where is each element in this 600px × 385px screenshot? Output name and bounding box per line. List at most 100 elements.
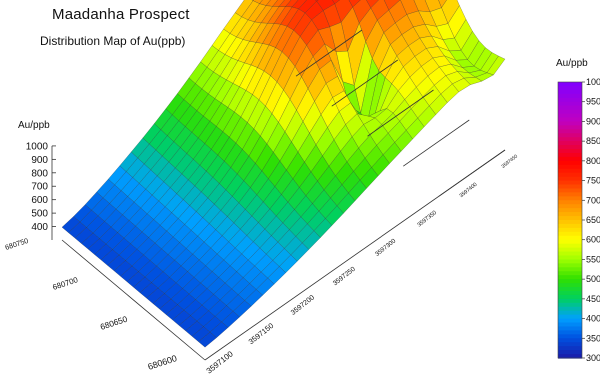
colorbar-swatch [558, 180, 582, 186]
surface-cell [178, 104, 198, 127]
surface-cell [215, 216, 235, 237]
surface-cell [198, 331, 217, 348]
colorbar-swatch [558, 176, 582, 182]
z-tick-label: 1000 [26, 141, 49, 152]
x-tick-label: 3597100 [205, 349, 236, 376]
surface-cell [84, 191, 104, 211]
surface-cell [244, 289, 264, 307]
colorbar-swatch [558, 239, 582, 245]
colorbar-tick-label: 450 [586, 294, 600, 304]
surface-cell [141, 219, 161, 238]
surface-cell [200, 271, 220, 289]
colorbar-swatch [558, 287, 582, 292]
colorbar-tick-label: 650 [586, 215, 600, 225]
surface-cell [193, 265, 213, 284]
surface-cell [171, 99, 191, 122]
colorbar-tick-label: 950 [586, 97, 600, 107]
surface-cell [198, 247, 218, 267]
colorbar-swatch [558, 145, 582, 150]
surface-cell [122, 201, 142, 221]
colorbar-swatch [558, 89, 582, 95]
colorbar-swatch [558, 346, 582, 351]
colorbar-swatch [558, 216, 582, 221]
surface-cell [245, 67, 265, 95]
surface-cell [247, 247, 267, 267]
colorbar-swatch [558, 200, 582, 205]
surface-cell [128, 207, 148, 227]
surface-cell [191, 115, 211, 139]
colorbar-swatch [558, 160, 582, 166]
surface-cell [148, 224, 168, 244]
colorbar-tick-label: 800 [586, 156, 600, 166]
surface-cell [87, 238, 107, 255]
surface-cell [191, 326, 211, 343]
surface-cell [182, 185, 202, 206]
surface-cell [247, 3, 267, 23]
surface-cell [234, 235, 254, 255]
colorbar-swatch [558, 196, 582, 201]
surface-cell [180, 253, 200, 272]
surface-cell [185, 320, 204, 337]
surface-cell [252, 70, 271, 101]
z-tick-label: 600 [31, 195, 48, 206]
colorbar-swatch [558, 204, 582, 209]
colorbar-swatch [558, 263, 582, 268]
surface-cell [184, 110, 204, 133]
z-tick-label: 800 [31, 168, 48, 179]
colorbar-swatch [558, 251, 582, 257]
surface-cell [74, 227, 94, 244]
colorbar-swatch [558, 156, 582, 162]
surface-cell [188, 282, 208, 300]
surface-cell [314, 0, 319, 2]
surface-cell [348, 0, 361, 8]
colorbar-swatch [558, 137, 582, 142]
x-tick-label: 3597150 [247, 321, 276, 346]
surface-cell [208, 299, 227, 317]
colorbar-label: Au/ppb [556, 58, 588, 69]
colorbar-swatch [558, 259, 582, 264]
colorbar-swatch [558, 342, 582, 347]
surface-cell [244, 42, 263, 66]
floor-grid-line [367, 89, 434, 137]
colorbar-swatch [558, 192, 582, 197]
colorbar-swatch [558, 314, 582, 320]
colorbar-swatch [558, 322, 582, 328]
colorbar-swatch [558, 326, 582, 331]
surface-cell [438, 0, 447, 9]
colorbar-swatch [558, 318, 582, 324]
surface-cell [243, 162, 263, 189]
x-tick-label: 3597450 [501, 153, 520, 169]
colorbar-swatch [558, 105, 582, 111]
y-axis-line [61, 239, 206, 361]
colorbar-tick-label: 600 [586, 235, 600, 245]
surface-cell [79, 209, 99, 228]
surface-cell [167, 242, 187, 261]
surface-cell [107, 165, 127, 186]
colorbar-swatch [558, 168, 582, 174]
colorbar-swatch [558, 302, 582, 308]
surface-cell [219, 288, 239, 307]
surface-mesh [61, 0, 506, 348]
colorbar-swatch [558, 283, 582, 288]
surface-cell [236, 155, 256, 182]
surface-cell [278, 254, 298, 274]
colorbar-swatch [558, 93, 582, 99]
colorbar-swatch [558, 267, 582, 272]
z-axis-label: Au/ppb [18, 120, 50, 131]
colorbar-swatch [558, 275, 582, 280]
colorbar-swatch [558, 223, 582, 229]
surface-cell [251, 0, 254, 2]
floor-grid-line [331, 59, 398, 107]
surface-cell [99, 226, 118, 245]
surface-cell [165, 93, 185, 116]
x-tick-label: 3597350 [417, 210, 438, 229]
surface-cell [227, 86, 247, 113]
surface-cell [105, 232, 125, 250]
floor-grid-line [295, 29, 363, 77]
colorbar-tick-label: 1000 [586, 77, 600, 87]
colorbar-tick-label: 850 [586, 136, 600, 146]
z-tick-label: 700 [31, 182, 48, 193]
surface-cell [112, 237, 131, 256]
colorbar-swatch [558, 306, 582, 312]
colorbar-swatch [558, 113, 582, 119]
